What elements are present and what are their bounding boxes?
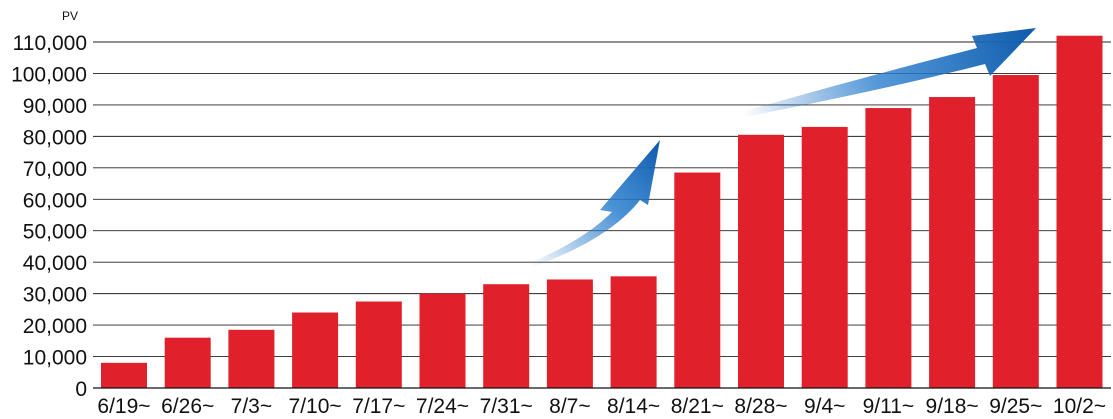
x-tick-label: 7/31~ (480, 395, 533, 418)
growth-arrow (530, 140, 660, 268)
bar (674, 172, 721, 388)
y-tick-label: 20,000 (23, 315, 87, 338)
x-tick-label: 6/19~ (97, 395, 150, 418)
y-axis-unit-label: PV (62, 9, 78, 23)
y-tick-label: 100,000 (11, 63, 87, 86)
bars (101, 35, 1103, 389)
y-tick-label: 30,000 (23, 284, 87, 307)
bar (929, 97, 976, 388)
x-tick-label: 9/25~ (989, 395, 1042, 418)
y-tick-label: 10,000 (23, 347, 87, 370)
x-tick-label: 9/4~ (804, 395, 845, 418)
x-tick-label: 6/26~ (161, 395, 214, 418)
x-tick-label: 7/10~ (289, 395, 342, 418)
y-tick-label: 110,000 (13, 32, 87, 55)
x-tick-label: 9/18~ (926, 395, 979, 418)
bar (292, 312, 339, 388)
y-tick-label: 90,000 (23, 95, 87, 118)
x-tick-label: 7/3~ (231, 395, 272, 418)
y-tick-label: 70,000 (23, 158, 87, 181)
bar (546, 279, 593, 388)
x-tick-label: 10/2~ (1053, 395, 1106, 418)
x-tick-label: 7/24~ (416, 395, 469, 418)
bar (164, 337, 211, 388)
y-tick-label: 40,000 (23, 252, 87, 275)
bar (865, 108, 912, 389)
bar (483, 284, 530, 388)
bar (228, 329, 275, 388)
x-axis-ticks: 6/19~ 6/26~ 7/3~ 7/10~ 7/17~ 7/24~ 7/31~ 8/7~ 8/… (97, 395, 1106, 418)
y-tick-label: 60,000 (23, 189, 87, 212)
x-tick-label: 7/17~ (352, 395, 405, 418)
y-tick-label: 50,000 (23, 221, 87, 244)
bar (355, 301, 402, 388)
bar (610, 276, 657, 388)
x-tick-label: 8/7~ (549, 395, 590, 418)
bar (801, 126, 848, 388)
x-tick-label: 8/14~ (607, 395, 660, 418)
x-tick-label: 8/21~ (671, 395, 724, 418)
bar (992, 75, 1039, 388)
y-axis-ticks: 0 10,000 20,000 30,000 40,000 50,000 60,000 70,… (11, 32, 87, 401)
y-tick-label: 80,000 (23, 126, 87, 149)
x-tick-label: 9/11~ (863, 395, 915, 418)
bar (419, 293, 466, 388)
bar (101, 362, 147, 388)
y-tick-label: 0 (75, 378, 87, 401)
growth-arrow (740, 28, 1036, 118)
bar (1056, 35, 1103, 388)
x-tick-label: 8/28~ (734, 395, 787, 418)
bar (738, 134, 784, 388)
